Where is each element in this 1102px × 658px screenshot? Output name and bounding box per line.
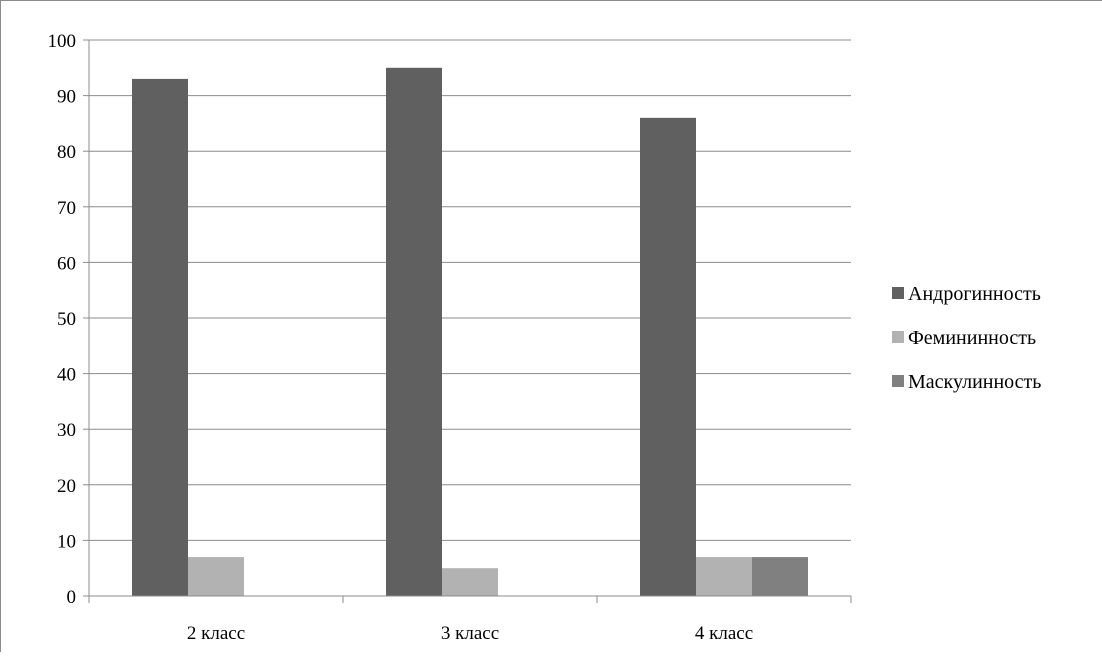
y-tick-label: 30 [57, 420, 76, 441]
bar-femininity [442, 568, 498, 596]
bar-femininity [188, 557, 244, 596]
y-tick-label: 40 [57, 365, 76, 386]
x-tick-label: 3 класс [441, 623, 499, 644]
y-tick-label: 20 [57, 476, 76, 497]
legend-label-androgyny: Андрогинность [908, 283, 1041, 305]
x-tick-labels: 2 класс 3 класс 4 класс [187, 623, 753, 644]
y-tick-label: 100 [48, 31, 77, 52]
axes [83, 39, 852, 603]
y-tick-label: 90 [57, 87, 76, 108]
bar-masculinity [752, 557, 808, 596]
gridlines [89, 39, 851, 541]
bars [132, 67, 808, 597]
legend-swatch-androgyny [892, 287, 904, 299]
legend-swatch-masculinity [892, 375, 904, 387]
y-tick-label: 10 [57, 531, 76, 552]
x-tick-label: 4 класс [695, 623, 753, 644]
y-tick-label: 50 [57, 309, 76, 330]
bar-androgyny [640, 117, 696, 596]
bar-androgyny [386, 67, 442, 597]
y-tick-labels: 0 10 20 30 40 50 60 70 80 90 100 [48, 31, 77, 608]
bar-femininity [696, 557, 752, 596]
x-tick-label: 2 класс [187, 623, 245, 644]
legend-swatch-femininity [892, 331, 904, 343]
legend-label-femininity: Фемининность [908, 327, 1036, 349]
legend-label-masculinity: Маскулинность [908, 371, 1041, 393]
y-tick-label: 0 [67, 587, 77, 608]
bar-androgyny [132, 78, 188, 597]
y-tick-label: 70 [57, 198, 76, 219]
y-tick-label: 60 [57, 253, 76, 274]
y-tick-label: 80 [57, 142, 76, 163]
legend: Андрогинность Фемининность Маскулинность [892, 283, 1041, 393]
